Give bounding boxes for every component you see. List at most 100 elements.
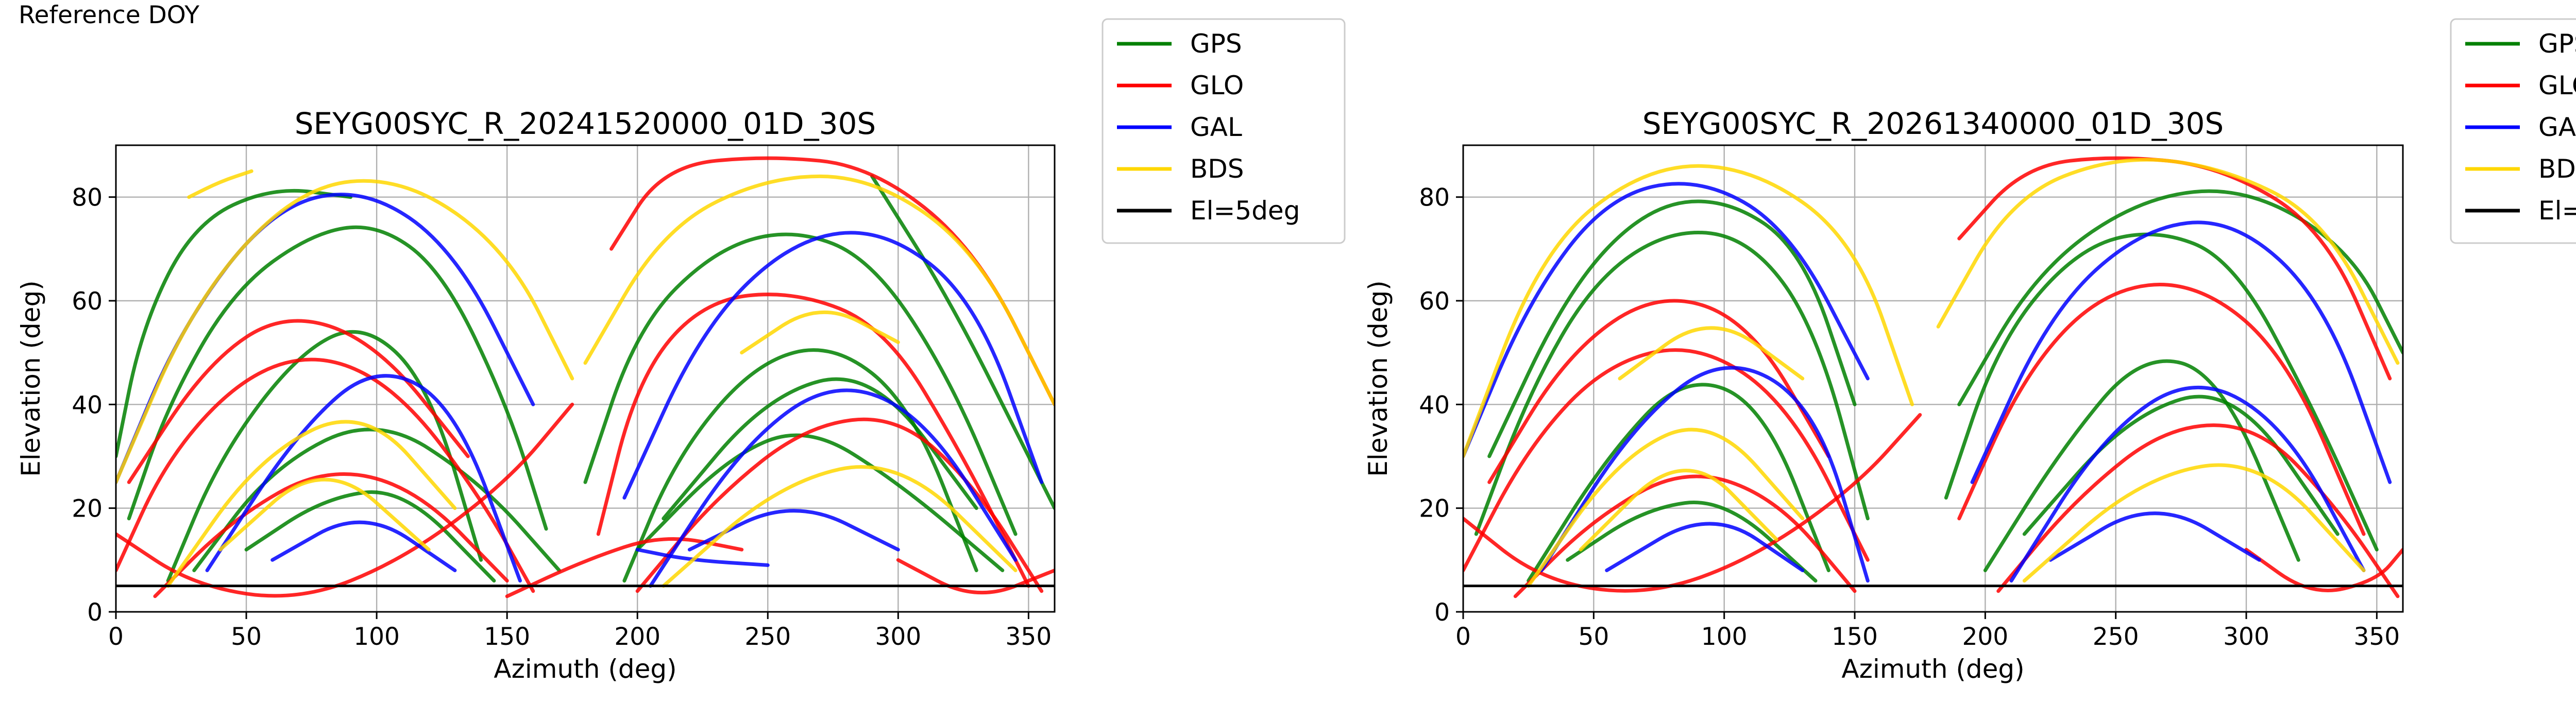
glo-track-7 <box>1487 299 1831 484</box>
skyplot-chart-left: SEYG00SYC_R_20241520000_01D_30S Azimuth … <box>16 18 1346 684</box>
x-tick-label: 150 <box>484 623 530 651</box>
glo-track-2 <box>596 293 1030 588</box>
gps-track-5 <box>870 174 1055 510</box>
legend-label: El=5deg <box>1190 196 1300 226</box>
glo-track-6 <box>505 537 744 598</box>
gal-track-4 <box>1605 522 1805 572</box>
glo-track-2 <box>1957 283 2366 536</box>
gal-track-3 <box>2009 385 2366 583</box>
legend-label: GLO <box>1190 71 1244 100</box>
bds-track-2 <box>218 477 431 552</box>
x-tick-label: 100 <box>353 623 400 651</box>
gal-track-2 <box>622 231 1044 500</box>
x-tick-label: 300 <box>2223 623 2269 651</box>
gps-track-1 <box>1527 383 1831 583</box>
gps-track-2 <box>583 232 1018 536</box>
y-tick-label: 80 <box>72 184 103 212</box>
x-tick-label: 250 <box>744 623 791 651</box>
figure-header: Reference DOY <box>19 1 199 29</box>
legend: GPS GLO GAL BDS El=5deg <box>2450 18 2576 244</box>
axes-frame <box>115 144 1056 613</box>
bds-track-4 <box>2022 463 2366 583</box>
glo-track-3 <box>1996 423 2400 598</box>
x-tick-label: 350 <box>2353 623 2400 651</box>
x-tick-label: 100 <box>1701 623 1748 651</box>
x-axis-label: Azimuth (deg) <box>1841 654 2024 684</box>
y-tick-label: 20 <box>1419 495 1450 523</box>
bds-track-2 <box>1579 469 1778 552</box>
gps-track-2 <box>1944 232 2379 552</box>
legend-label: BDS <box>1190 154 1244 184</box>
legend-label: GLO <box>2538 71 2576 100</box>
gal-track-5 <box>2048 511 2261 562</box>
legend-label: GAL <box>2538 112 2576 142</box>
y-tick-label: 0 <box>1434 598 1450 627</box>
skyplot-chart-right: SEYG00SYC_R_20261340000_01D_30S Azimuth … <box>1363 18 2576 684</box>
bds-track-5 <box>187 169 253 199</box>
bds-track-6 <box>740 310 900 355</box>
chart-title: SEYG00SYC_R_20241520000_01D_30S <box>295 106 876 141</box>
glo-track-5 <box>116 402 574 598</box>
satellite-tracks <box>116 156 1055 598</box>
glo-track-0 <box>1463 348 1870 572</box>
x-tick-label: 300 <box>875 623 921 651</box>
gps-track-5 <box>1566 501 1818 583</box>
y-tick-label: 0 <box>87 598 103 627</box>
x-axis-label: Azimuth (deg) <box>494 654 676 684</box>
gps-track-4 <box>1487 199 1857 458</box>
gal-track-3 <box>649 388 1018 588</box>
x-tick-label: 200 <box>614 623 660 651</box>
bds-track-3 <box>1936 158 2400 365</box>
glo-track-7 <box>896 558 1055 595</box>
x-tick-label: 0 <box>1455 623 1471 651</box>
glo-track-1 <box>153 472 509 598</box>
x-tick-label: 150 <box>1832 623 1878 651</box>
axes-frame <box>1462 144 2404 613</box>
y-tick-label: 40 <box>1419 391 1450 419</box>
gps-track-4 <box>116 188 352 458</box>
x-tick-label: 50 <box>231 623 262 651</box>
legend-label: GPS <box>2538 29 2576 59</box>
glo-track-0 <box>116 357 535 593</box>
gal-track-4 <box>270 520 457 572</box>
bds-track-1 <box>1527 427 1805 588</box>
legend-label: GPS <box>1190 29 1242 59</box>
gal-track-5 <box>687 509 900 552</box>
legend-box <box>2450 18 2576 244</box>
y-axis-label: Elevation (deg) <box>16 280 46 476</box>
gal-track-2 <box>1970 220 2392 484</box>
gps-track-7 <box>1957 189 2403 406</box>
x-tick-label: 250 <box>2093 623 2139 651</box>
y-tick-label: 80 <box>1419 184 1450 212</box>
x-tick-label: 0 <box>108 623 124 651</box>
gps-track-6 <box>2022 395 2340 536</box>
gps-track-9 <box>662 377 978 521</box>
x-tick-label: 350 <box>1006 623 1052 651</box>
legend: GPS GLO GAL BDS El=5deg <box>1101 18 1346 244</box>
x-tick-label: 50 <box>1578 623 1609 651</box>
legend-label: GAL <box>1190 112 1242 142</box>
gal-track-0 <box>1463 182 1870 458</box>
y-tick-label: 60 <box>1419 287 1450 316</box>
x-tick-label: 200 <box>1962 623 2008 651</box>
bds-track-0 <box>116 179 574 484</box>
plot-area <box>1463 145 2403 612</box>
legend-label: BDS <box>2538 154 2576 184</box>
legend-box <box>1101 18 1346 244</box>
bds-track-5 <box>1618 326 1805 381</box>
y-tick-label: 40 <box>72 391 103 419</box>
chart-title: SEYG00SYC_R_20261340000_01D_30S <box>1642 106 2224 141</box>
bds-track-0 <box>1463 164 1914 458</box>
gps-track-0 <box>127 225 548 531</box>
gal-track-1 <box>205 374 522 583</box>
y-tick-label: 60 <box>72 287 103 316</box>
bds-track-1 <box>166 420 457 588</box>
gps-track-8 <box>244 490 496 583</box>
satellite-tracks <box>1463 156 2403 598</box>
bds-track-3 <box>583 174 1055 406</box>
legend-label: El=5deg <box>2538 196 2576 226</box>
gps-track-7 <box>635 433 1005 572</box>
y-tick-label: 20 <box>72 495 103 523</box>
glo-track-8 <box>127 319 470 484</box>
